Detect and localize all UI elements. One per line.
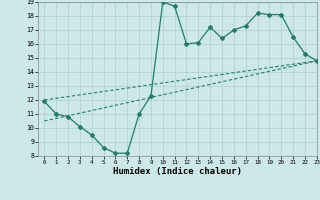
X-axis label: Humidex (Indice chaleur): Humidex (Indice chaleur)	[113, 167, 242, 176]
